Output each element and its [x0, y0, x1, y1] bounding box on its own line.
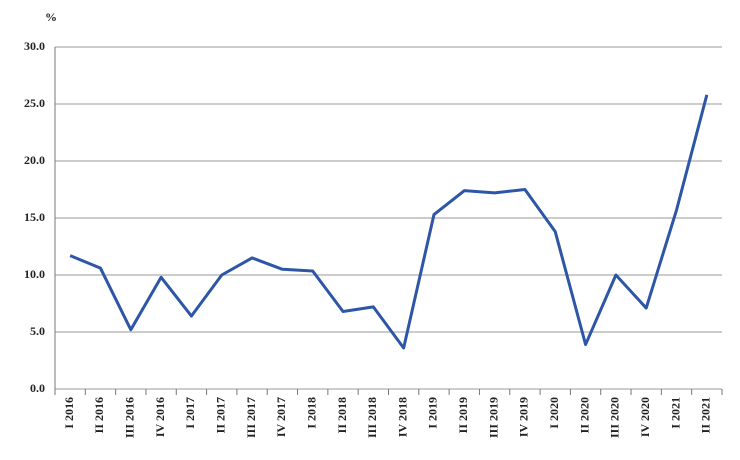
x-tick-label: I 2018	[304, 397, 318, 429]
x-tick-label: I 2017	[183, 397, 197, 429]
data-line	[69, 94, 709, 350]
y-tick-label: 30.0	[24, 39, 45, 53]
x-tick-label: II 2020	[577, 397, 591, 433]
x-tick-label: IV 2019	[517, 397, 531, 437]
x-tick-label: II 2021	[699, 397, 713, 433]
x-tick-label: IV 2020	[638, 397, 652, 437]
x-tick-label: III 2020	[608, 397, 622, 438]
y-tick-label: 15.0	[24, 210, 45, 224]
x-tick-label: IV 2017	[274, 397, 288, 437]
x-tick-label: IV 2018	[395, 397, 409, 437]
y-tick-label: 25.0	[24, 96, 45, 110]
x-tick-label: III 2018	[365, 397, 379, 438]
y-tick-label: 20.0	[24, 153, 45, 167]
x-tick-label: II 2017	[214, 397, 228, 433]
x-tick-label: I 2019	[426, 397, 440, 429]
y-tick-label: 0.0	[30, 381, 45, 395]
x-tick-label: I 2021	[668, 397, 682, 429]
x-tick-label: II 2016	[92, 397, 106, 433]
x-tick-label: II 2019	[456, 397, 470, 433]
x-tick-label: I 2016	[62, 397, 76, 429]
x-tick-label: III 2016	[123, 397, 137, 438]
x-tick-label: IV 2016	[153, 397, 167, 437]
x-tick-label: III 2017	[244, 397, 258, 438]
x-tick-label: I 2020	[547, 397, 561, 429]
y-tick-label: 5.0	[30, 324, 45, 338]
unit-label: %	[45, 10, 57, 24]
x-tick-label: II 2018	[335, 397, 349, 433]
y-tick-label: 10.0	[24, 267, 45, 281]
x-tick-label: III 2019	[486, 397, 500, 438]
